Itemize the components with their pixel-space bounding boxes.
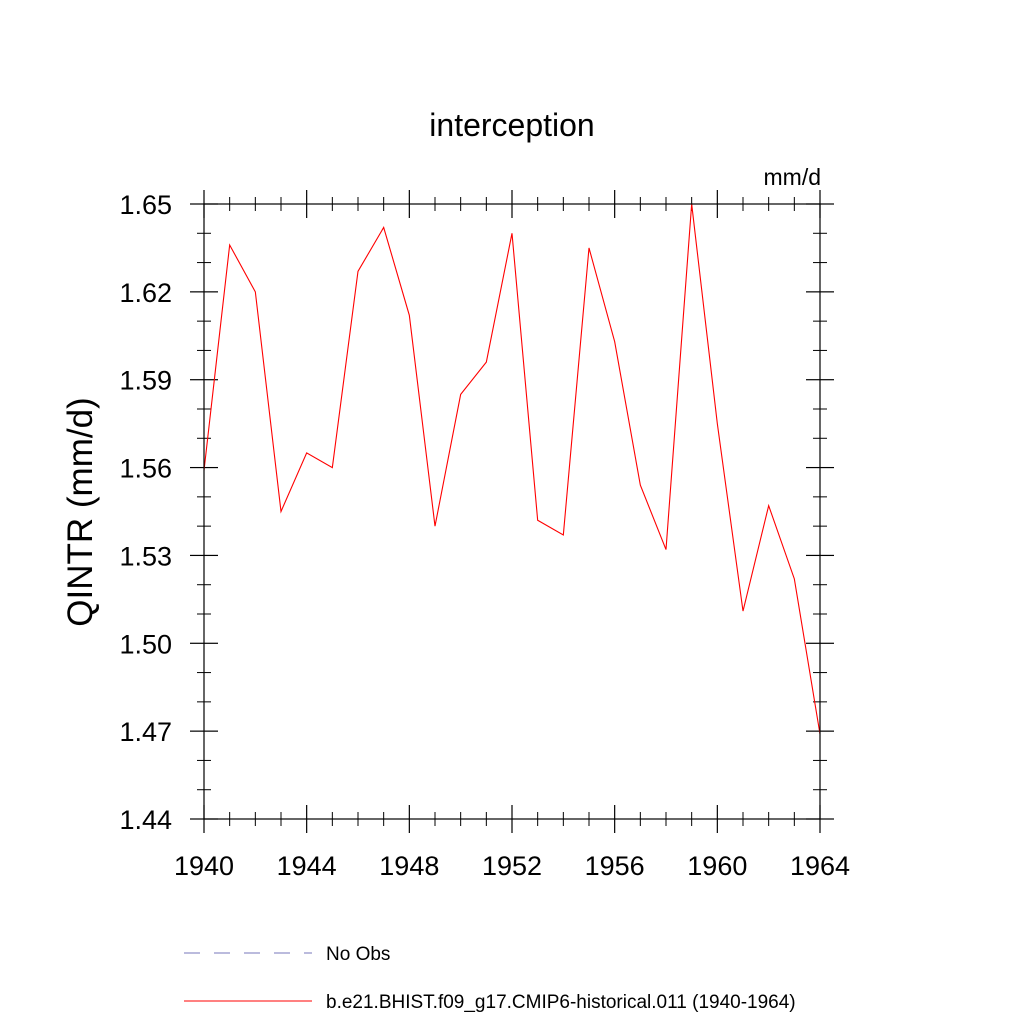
legend-label: b.e21.BHIST.f09_g17.CMIP6-historical.011… bbox=[326, 992, 796, 1013]
x-tick-label: 1964 bbox=[790, 851, 850, 881]
x-tick-labels: 1940 1944 1948 1952 1956 1960 1964 bbox=[174, 851, 850, 881]
y-tick-label: 1.53 bbox=[119, 541, 172, 571]
series-line bbox=[203, 203, 821, 735]
y-tick-label: 1.44 bbox=[119, 805, 172, 835]
y-tick-labels: 1.44 1.47 1.50 1.53 1.56 1.59 1.62 1.65 bbox=[119, 190, 172, 835]
y-tick-label: 1.56 bbox=[119, 454, 172, 484]
units-label: mm/d bbox=[764, 164, 822, 190]
legend-label: No Obs bbox=[326, 944, 390, 965]
major-ticks bbox=[190, 190, 834, 833]
series-layer bbox=[203, 203, 821, 735]
x-tick-label: 1944 bbox=[277, 851, 337, 881]
chart-title: interception bbox=[429, 107, 594, 143]
x-tick-label: 1956 bbox=[585, 851, 645, 881]
plot-frame bbox=[203, 203, 821, 820]
legend: No Obs b.e21.BHIST.f09_g17.CMIP6-historic… bbox=[184, 944, 796, 1013]
x-tick-label: 1948 bbox=[379, 851, 439, 881]
x-tick-label: 1940 bbox=[174, 851, 234, 881]
y-tick-label: 1.47 bbox=[119, 717, 172, 747]
x-tick-label: 1960 bbox=[687, 851, 747, 881]
y-tick-label: 1.62 bbox=[119, 278, 172, 308]
minor-ticks bbox=[197, 197, 827, 826]
y-tick-label: 1.50 bbox=[119, 629, 172, 659]
y-axis-label: QINTR (mm/d) bbox=[61, 397, 100, 626]
y-tick-label: 1.65 bbox=[119, 190, 172, 220]
x-tick-label: 1952 bbox=[482, 851, 542, 881]
y-tick-label: 1.59 bbox=[119, 366, 172, 396]
